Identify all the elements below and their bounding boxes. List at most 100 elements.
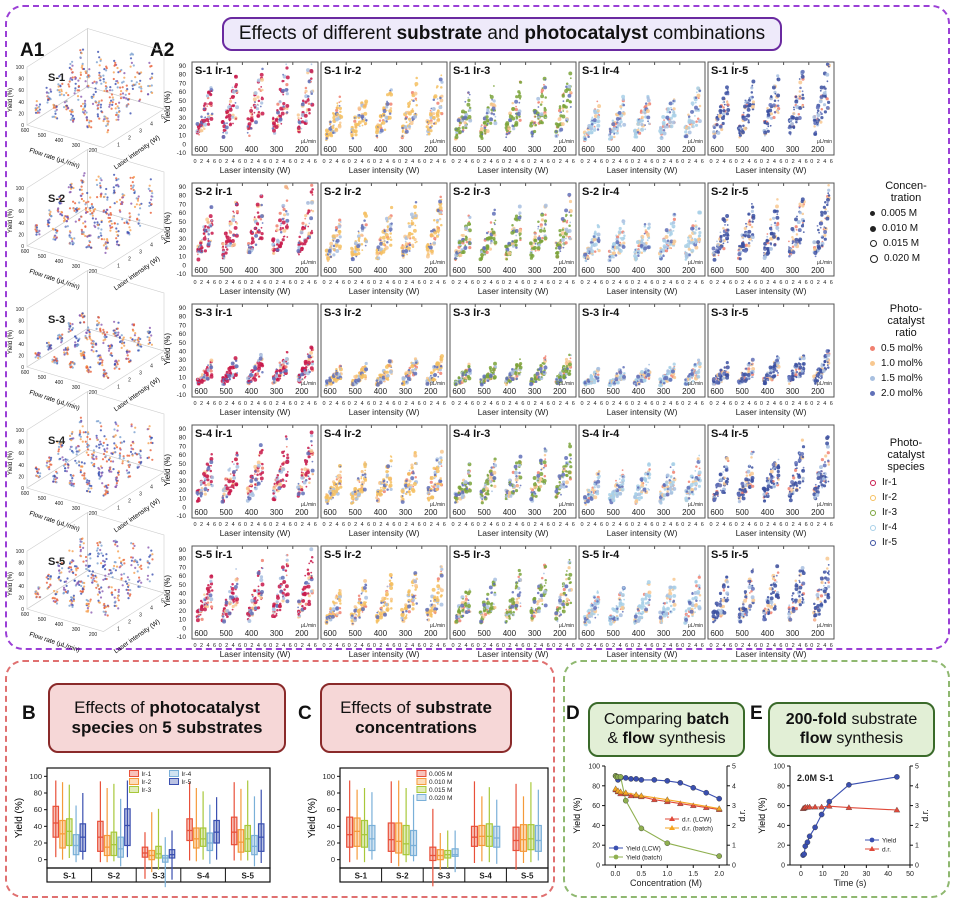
legend-concentration-title: Concen-tration — [885, 180, 927, 204]
scatter-point — [569, 90, 573, 94]
scatter-point — [285, 66, 289, 70]
scatter-point — [555, 242, 557, 244]
scatter-point — [414, 214, 418, 218]
scatter-point — [255, 372, 260, 376]
scatter-point — [360, 243, 364, 246]
scatter-point — [554, 130, 558, 133]
scatter-point — [511, 240, 514, 243]
flow-rate-label: 600 — [194, 266, 208, 275]
scatter-point — [618, 370, 623, 375]
scatter-point — [281, 217, 285, 221]
scatter-point — [411, 119, 414, 122]
scatter-point — [296, 113, 300, 117]
scatter-point — [440, 86, 443, 89]
scatter-point — [643, 246, 648, 251]
scatter-point — [793, 106, 795, 109]
scatter-point — [722, 239, 725, 242]
scatter-point — [251, 250, 254, 253]
scatter-point — [717, 377, 719, 380]
scatter-point — [747, 101, 750, 105]
flow-rate-label: 200 — [295, 387, 309, 396]
scatter-point — [583, 382, 587, 385]
scatter-point — [383, 128, 387, 131]
scatter-point — [719, 235, 722, 238]
scatter-point — [543, 108, 547, 112]
scatter-point — [688, 253, 691, 257]
scatter-point — [271, 121, 276, 126]
scatter-point — [458, 132, 460, 135]
scatter-point — [666, 124, 668, 126]
scatter-point — [232, 210, 235, 213]
scatter-point — [818, 231, 820, 234]
scatter-point — [514, 244, 517, 247]
x-tick-label: 4 — [464, 159, 467, 165]
scatter-point — [543, 85, 548, 90]
x-axis-label: Laser intensity (W) — [478, 286, 549, 296]
scatter-point — [379, 236, 383, 239]
scatter-point — [207, 228, 211, 232]
x-tick-label: 2 — [688, 401, 691, 407]
scatter-point — [309, 69, 314, 73]
scatter-point — [569, 77, 572, 80]
scatter-point — [483, 121, 487, 125]
scatter-point — [488, 373, 493, 378]
scatter-point — [562, 375, 565, 379]
scatter-point — [386, 237, 389, 240]
scatter-point — [209, 205, 214, 210]
scatter-point — [544, 206, 547, 209]
scatter-point — [823, 233, 827, 237]
main-title: Effects of different substrate and photo… — [222, 17, 782, 51]
scatter-point — [712, 380, 715, 384]
scatter-point — [415, 76, 418, 80]
x-tick-label: 4 — [411, 159, 414, 165]
scatter-point — [304, 89, 308, 93]
scatter-point — [333, 247, 336, 250]
scatter-point — [297, 117, 300, 120]
y-tick-label: 50 — [179, 219, 187, 226]
scatter-point — [311, 209, 315, 213]
scatter-point — [254, 101, 256, 103]
x-tick-label: 4 — [722, 401, 725, 407]
scatter-point — [300, 370, 303, 373]
scatter-point — [202, 107, 206, 111]
scatter-point — [725, 218, 729, 221]
legend-label: 0.5 mol% — [881, 343, 923, 354]
flow-rate-label: 500 — [220, 387, 234, 396]
scatter-point — [327, 248, 332, 253]
scatter-point — [358, 125, 361, 128]
scatter-point — [404, 117, 408, 120]
scatter-point — [385, 370, 389, 374]
y-tick-label: 80 — [179, 72, 187, 79]
scatter-point — [795, 118, 797, 121]
scatter-point — [774, 224, 777, 227]
scatter-point — [437, 234, 440, 236]
panel-title: S-2 Ir-2 — [324, 186, 361, 198]
scatter-point — [596, 379, 600, 383]
scatter-point — [664, 228, 669, 233]
scatter-point — [791, 250, 796, 255]
scatter-point — [586, 250, 589, 254]
legend-label: 0.020 M — [884, 253, 921, 264]
scatter-point — [363, 111, 368, 116]
scatter-point — [744, 234, 747, 237]
scatter-point — [720, 380, 722, 383]
scatter-point — [540, 88, 545, 92]
scatter-point — [468, 93, 471, 96]
scatter-point — [716, 130, 721, 135]
scatter-point — [426, 121, 429, 123]
scatter-point — [531, 133, 534, 136]
scatter-point — [684, 258, 688, 261]
scatter-point — [697, 97, 700, 100]
scatter-point — [537, 106, 540, 108]
scatter-point — [725, 232, 729, 237]
scatter-point — [278, 100, 282, 104]
scatter-point — [361, 249, 364, 252]
scatter-point — [766, 122, 770, 126]
scatter-point — [823, 210, 827, 215]
scatter-point — [222, 242, 225, 246]
scatter-point — [508, 381, 511, 384]
scatter-point — [207, 238, 210, 240]
scatter-point — [222, 131, 225, 134]
section-bc-frame — [5, 660, 555, 898]
scatter-point — [485, 231, 489, 235]
